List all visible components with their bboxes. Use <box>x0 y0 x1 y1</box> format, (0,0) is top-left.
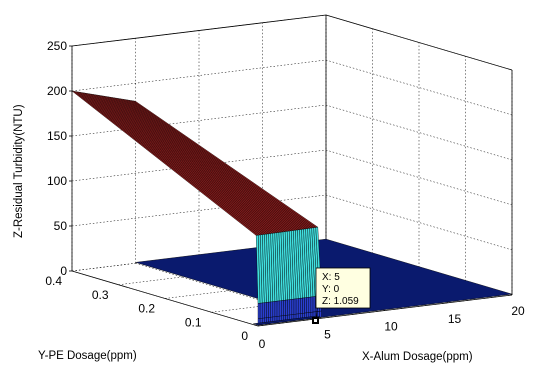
surface-band-high <box>112 97 298 231</box>
surface-band-low <box>304 297 307 314</box>
surface-band-low <box>272 301 276 318</box>
z-tick-labels: 0 50 100 150 200 250 <box>47 39 67 278</box>
x-tick-labels: 0 5 10 15 20 <box>259 304 525 351</box>
surface-band-low <box>264 302 267 319</box>
surface-band-high <box>95 94 282 233</box>
surface-band-high <box>105 96 292 232</box>
datatip-y: Y: 0 <box>322 284 340 295</box>
surface-band-high <box>84 92 272 235</box>
z-tick-label: 250 <box>47 39 67 53</box>
surface-band-high <box>103 95 290 232</box>
surface-band-high <box>129 100 315 229</box>
surface-band-low <box>293 298 297 315</box>
grid-line <box>71 149 327 182</box>
surface-band-low <box>287 299 290 316</box>
grid-line <box>71 194 327 227</box>
x-tick-label: 5 <box>324 327 331 341</box>
surface-band-low <box>257 303 261 320</box>
box-edge <box>71 14 327 47</box>
surface-band-high <box>116 97 303 230</box>
x-tick-label: 15 <box>448 312 462 326</box>
z-tick-label: 50 <box>54 219 68 233</box>
surface-band-low <box>270 301 274 318</box>
surface-band-low <box>262 302 265 319</box>
x-tick-label: 0 <box>259 337 266 351</box>
surface-band-low <box>259 302 263 319</box>
surface-band-low <box>291 298 295 315</box>
surface-band-high <box>93 94 280 233</box>
z-tick-label: 100 <box>47 174 67 188</box>
y-tick-label: 0.2 <box>138 302 155 316</box>
datatip[interactable]: X: 5 Y: 0 Z: 1.059 <box>312 267 371 324</box>
surface-band-low <box>281 300 284 317</box>
y-tick-labels: 0 0.1 0.2 0.3 0.4 <box>45 274 248 343</box>
surface-band-low <box>295 298 299 315</box>
datatip-marker-center <box>314 319 317 322</box>
grid-line <box>118 253 373 285</box>
surface-band-high <box>118 98 305 230</box>
surface-band-low <box>312 296 316 313</box>
grid-line <box>325 149 513 206</box>
surface-band-low <box>302 297 305 314</box>
surface-band-high <box>73 91 261 236</box>
surface-band-low <box>285 299 288 316</box>
y-tick-label: 0.1 <box>185 315 202 329</box>
x-axis-label: X-Alum Dosage(ppm) <box>362 351 473 363</box>
grid-line <box>71 239 327 272</box>
surface-band-low <box>283 299 286 316</box>
surface-band-low <box>274 300 278 317</box>
surface-band-low <box>310 296 314 313</box>
surface-band-high <box>86 93 274 234</box>
x-axis-line <box>257 294 513 327</box>
z-tick-label: 200 <box>47 84 67 98</box>
surface-band-high <box>82 92 270 235</box>
grid-line <box>325 59 513 116</box>
y-axis-line <box>71 270 259 327</box>
surface-band-high <box>76 91 263 236</box>
z-tick-label: 0 <box>60 264 67 278</box>
surface-band-high <box>80 92 268 235</box>
surface <box>71 90 513 326</box>
box-edge <box>325 14 513 71</box>
surface-band-high <box>107 96 294 232</box>
x-tick-label: 10 <box>384 320 398 334</box>
datatip-z: Z: 1.059 <box>322 296 359 307</box>
axes <box>69 14 513 327</box>
surface-band-low <box>306 297 309 314</box>
surface-band-low <box>278 300 282 317</box>
surface-band-low <box>289 299 293 316</box>
surface-band-high <box>114 97 301 231</box>
grid-line <box>71 59 327 92</box>
surface-band-low <box>266 301 269 318</box>
z-axis-label: Z-Residual Turbidity(NTU) <box>13 104 25 238</box>
grid-line <box>211 281 466 313</box>
surface-band-low <box>268 301 271 318</box>
y-tick-label: 0.3 <box>92 288 109 302</box>
x-tick-label: 20 <box>511 304 525 318</box>
grid-line <box>164 267 420 299</box>
surface-band-low <box>276 300 280 317</box>
grid-line <box>325 104 513 161</box>
surface-band-high <box>126 99 313 229</box>
y-tick-label: 0.4 <box>45 274 62 288</box>
surface-band-high <box>71 90 259 236</box>
surface-band-high <box>120 98 307 230</box>
surface-band-high <box>78 91 265 235</box>
datatip-box <box>315 267 371 309</box>
y-axis-label: Y-PE Dosage(ppm) <box>38 350 137 362</box>
surface-band-high <box>124 99 311 229</box>
grid-line <box>71 104 327 137</box>
surface-band-high <box>109 96 296 231</box>
datatip-x: X: 5 <box>322 272 340 283</box>
surface-band-high <box>99 95 286 233</box>
grid-line <box>325 194 513 251</box>
surface-band-low <box>298 298 301 315</box>
surface-band-low <box>300 297 303 314</box>
z-tick-label: 150 <box>47 129 67 143</box>
y-tick-label: 0 <box>241 329 248 343</box>
surface-band-low <box>308 296 312 313</box>
